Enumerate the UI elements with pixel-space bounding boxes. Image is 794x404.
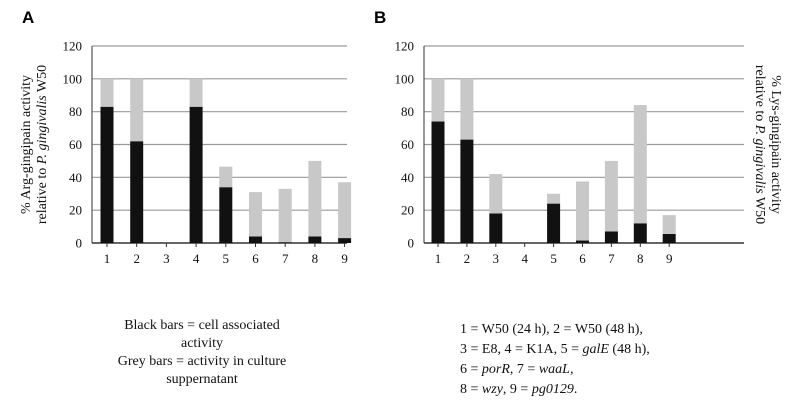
- x-tick-label: 5: [223, 251, 230, 266]
- x-tick-label: 2: [464, 251, 471, 266]
- bar-black-1: [100, 106, 114, 243]
- bar-grey-6: [249, 192, 262, 237]
- y-tick-label: 0: [76, 236, 83, 251]
- bar-black-2: [130, 141, 144, 243]
- bar-grey-6: [576, 181, 589, 241]
- y-tick-label: 20: [69, 203, 82, 218]
- y-tick-label: 60: [401, 137, 414, 152]
- panel-b-strain-key: 1 = W50 (24 h), 2 = W50 (48 h), 3 = E8, …: [460, 320, 730, 400]
- bar-grey-9: [662, 215, 676, 234]
- x-tick-label: 7: [608, 251, 615, 266]
- bar-black-7: [604, 231, 618, 243]
- x-tick-label: 2: [133, 251, 140, 266]
- bar-black-5: [219, 187, 233, 243]
- bar-grey-1: [100, 78, 114, 107]
- x-tick-label: 8: [637, 251, 644, 266]
- bar-grey-2: [460, 78, 474, 140]
- x-tick-label: 3: [493, 251, 500, 266]
- panel-letter: A: [22, 8, 34, 27]
- bar-black-4: [189, 106, 203, 243]
- y-tick-label: 40: [401, 170, 414, 185]
- bar-black-6: [576, 240, 589, 243]
- panel-a-legend-note: Black bars = cell associated activity Gr…: [82, 317, 322, 389]
- legend-grey-bars-line2: suppernatant: [166, 372, 238, 387]
- y-tick-label: 120: [63, 39, 83, 54]
- legend-black-bars-line2: activity: [181, 336, 223, 351]
- bar-grey-2: [130, 78, 144, 142]
- x-tick-label: 6: [579, 251, 586, 266]
- strain-key-line4: 8 = wzy, 9 = pg0129.: [460, 382, 578, 397]
- bar-grey-5: [547, 193, 561, 204]
- y-axis-label-species: P. gingivalis: [752, 124, 767, 195]
- bar-grey-9: [338, 182, 352, 239]
- bar-grey-8: [633, 105, 647, 224]
- bar-black-6: [249, 236, 262, 243]
- y-tick-label: 0: [408, 236, 415, 251]
- y-tick-label: 100: [63, 71, 83, 86]
- bar-black-8: [308, 236, 322, 243]
- y-axis-label-species: P. gingivalis: [35, 95, 50, 166]
- y-tick-label: 100: [395, 71, 415, 86]
- bar-black-7: [278, 242, 292, 243]
- x-tick-label: 8: [312, 251, 319, 266]
- y-axis-label-strain: W50: [35, 65, 50, 95]
- y-axis-label-line2: relative to: [35, 164, 50, 224]
- x-tick-label: 9: [341, 251, 348, 266]
- bar-grey-8: [308, 160, 322, 237]
- bar-grey-7: [604, 160, 618, 232]
- bar-grey-3: [489, 174, 503, 214]
- legend-black-bars-line1: Black bars = cell associated: [124, 318, 280, 333]
- strain-key-line2: 3 = E8, 4 = K1A, 5 = galE (48 h),: [460, 342, 650, 357]
- y-axis-label-line1: % Lys-gingipain activity: [768, 75, 783, 213]
- x-tick-label: 1: [104, 251, 111, 266]
- x-tick-label: 4: [193, 251, 200, 266]
- y-tick-label: 80: [69, 104, 82, 119]
- bar-black-8: [633, 223, 647, 243]
- bar-black-2: [460, 139, 474, 243]
- y-axis-label: % Lys-gingipain activityrelative to P. g…: [752, 65, 783, 224]
- y-axis-label-line1: % Arg-gingipain activity: [19, 75, 34, 214]
- x-tick-label: 4: [521, 251, 528, 266]
- x-tick-label: 7: [282, 251, 289, 266]
- bar-black-5: [547, 203, 561, 243]
- bar-grey-4: [189, 78, 203, 107]
- x-tick-label: 6: [252, 251, 259, 266]
- x-tick-label: 5: [550, 251, 557, 266]
- y-tick-label: 60: [69, 137, 82, 152]
- bar-grey-5: [219, 166, 233, 188]
- strain-key-line3: 6 = porR, 7 = waaL,: [460, 362, 574, 377]
- bar-black-3: [489, 213, 503, 243]
- y-tick-label: 20: [401, 203, 414, 218]
- y-axis-label-line2: relative to: [752, 65, 767, 125]
- bar-grey-1: [431, 78, 445, 122]
- bar-black-9: [338, 238, 352, 243]
- x-tick-label: 9: [666, 251, 673, 266]
- x-tick-label: 3: [163, 251, 170, 266]
- bar-grey-7: [278, 188, 292, 243]
- bar-black-9: [662, 233, 676, 243]
- y-tick-label: 120: [395, 39, 415, 54]
- y-axis-label: % Arg-gingipain activityrelative to P. g…: [19, 65, 50, 224]
- bar-black-1: [431, 121, 445, 243]
- y-tick-label: 80: [401, 104, 414, 119]
- y-axis-label-strain: W50: [752, 194, 767, 224]
- strain-key-line1: 1 = W50 (24 h), 2 = W50 (48 h),: [460, 322, 643, 337]
- y-tick-label: 40: [69, 170, 82, 185]
- legend-grey-bars-line1: Grey bars = activity in culture: [117, 354, 287, 369]
- x-tick-label: 1: [435, 251, 442, 266]
- panel-letter: B: [374, 8, 386, 27]
- panel-a-chart: A 0 20 40 60 80 100 120 1 2 3 4 5 6 7 8 9 % Arg-gingipain…: [19, 8, 352, 266]
- panel-b-chart: B 0 20 40 60 80 100 120 1 2 3 4 5 6 7 8 9 % Lys-gingipain…: [374, 8, 783, 266]
